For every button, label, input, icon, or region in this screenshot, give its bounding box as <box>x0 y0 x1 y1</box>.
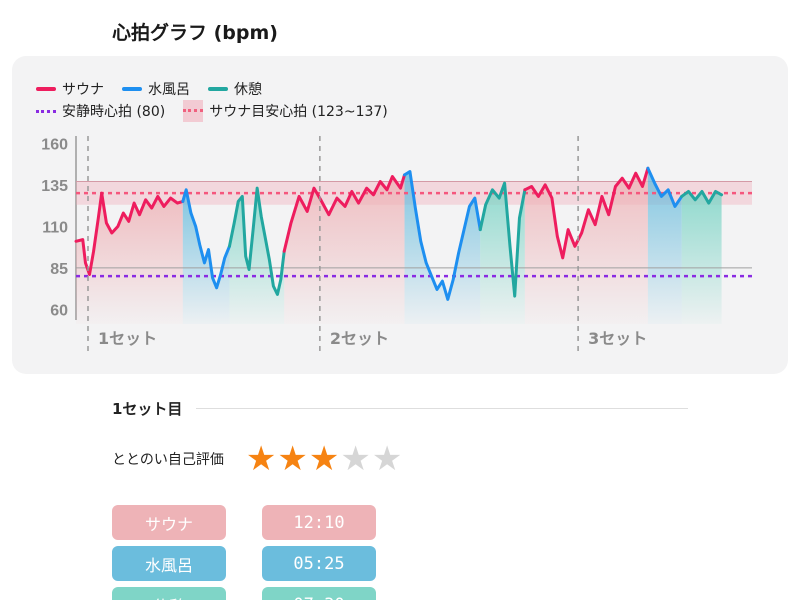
target-swatch <box>183 100 204 122</box>
y-tick-label: 85 <box>50 261 68 278</box>
y-tick-label: 135 <box>41 178 68 195</box>
legend-cold-bath-label: 水風呂 <box>148 82 190 98</box>
star-filled-icon[interactable]: ★ <box>277 439 308 479</box>
phase-time-cold-bath: 05:25 <box>262 546 376 581</box>
sauna-swatch <box>36 87 56 91</box>
legend-target-label: サウナ目安心拍 (123~137) <box>209 104 388 120</box>
set-section-header: 1セット目 <box>112 398 688 419</box>
phase-time-sauna: 12:10 <box>262 505 376 540</box>
self-rating: ととのい自己評価 ★ ★ ★ ★ ★ <box>112 442 403 476</box>
y-tick-label: 110 <box>42 219 68 236</box>
phase-area-cold <box>647 168 682 324</box>
series-line-cold <box>403 170 482 301</box>
legend-sauna-label: サウナ <box>62 82 104 98</box>
phase-row-cold-bath: 水風呂 05:25 <box>112 546 376 581</box>
phase-area-rest <box>681 191 722 324</box>
set-label: 2セット <box>330 329 389 348</box>
phase-area-cold <box>404 171 481 324</box>
phase-label-rest: 休憩 <box>112 587 226 600</box>
legend-resting-label: 安静時心拍 (80) <box>62 104 166 120</box>
series-line-rest <box>478 181 527 298</box>
series-line-rest <box>680 189 724 205</box>
phase-row-sauna: サウナ 12:10 <box>112 505 376 540</box>
series-line-rest <box>227 186 286 296</box>
legend-item-cold-bath: 水風呂 <box>122 79 190 99</box>
phase-area-sauna <box>524 168 648 324</box>
phase-area-sauna <box>76 193 183 324</box>
series-line-sauna <box>523 166 650 260</box>
chart-card: サウナ 水風呂 休憩 安静時心拍 (80) サウナ目安心拍 (123~137) … <box>12 56 788 374</box>
cold-bath-swatch <box>122 87 142 91</box>
section-divider <box>196 408 688 409</box>
star-empty-icon[interactable]: ★ <box>340 439 371 479</box>
y-tick-label: 160 <box>41 136 68 153</box>
series-line-cold <box>646 166 684 208</box>
rating-label: ととのい自己評価 <box>112 452 224 468</box>
page-title: 心拍グラフ (bpm) <box>112 22 278 44</box>
legend-item-target: サウナ目安心拍 (123~137) <box>183 100 388 122</box>
rating-stars[interactable]: ★ ★ ★ ★ ★ <box>246 442 403 476</box>
star-filled-icon[interactable]: ★ <box>308 439 340 479</box>
series-line-sauna <box>74 191 185 276</box>
y-tick-label: 60 <box>50 302 68 319</box>
legend-rest-label: 休憩 <box>234 82 262 98</box>
star-filled-icon[interactable]: ★ <box>245 439 277 479</box>
phase-label-sauna: サウナ <box>112 505 226 540</box>
heart-rate-chart: 160 135 110 85 60 1セット 2セット 3セット <box>41 136 752 352</box>
rest-swatch <box>208 87 228 91</box>
phase-row-rest: 休憩 07:30 <box>112 587 376 600</box>
phase-area-sauna <box>284 174 405 324</box>
series-line-sauna <box>282 173 407 253</box>
series-line-cold <box>181 188 231 290</box>
set-label: 1セット <box>98 329 157 348</box>
chart-legend: サウナ 水風呂 休憩 安静時心拍 (80) サウナ目安心拍 (123~137) <box>36 78 406 122</box>
resting-swatch <box>36 109 56 113</box>
set-label: 3セット <box>588 329 647 348</box>
legend-item-sauna: サウナ <box>36 79 104 99</box>
section-title: 1セット目 <box>112 400 183 418</box>
legend-item-resting: 安静時心拍 (80) <box>36 101 165 121</box>
phase-label-cold-bath: 水風呂 <box>112 546 226 581</box>
legend-item-rest: 休憩 <box>208 79 262 99</box>
star-empty-icon[interactable]: ★ <box>371 439 403 479</box>
phase-time-rest: 07:30 <box>262 587 376 600</box>
